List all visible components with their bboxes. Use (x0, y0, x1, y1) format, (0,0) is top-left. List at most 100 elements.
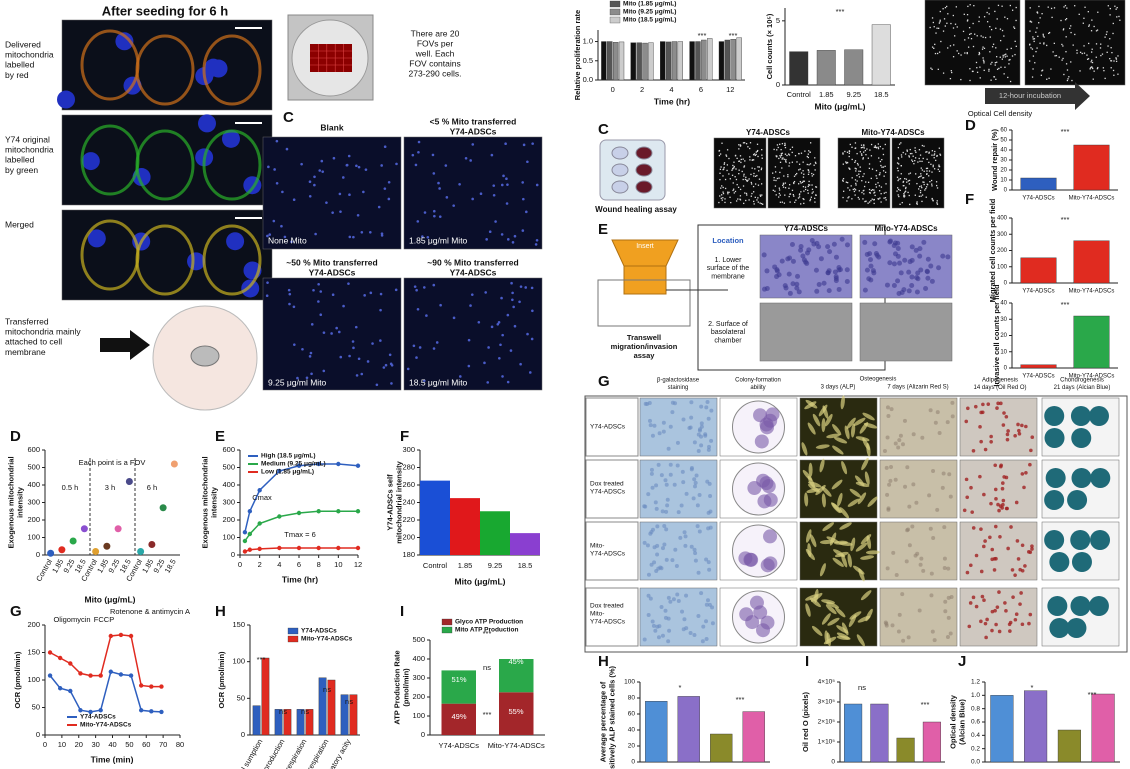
speckle (988, 13, 990, 15)
speckle (807, 185, 809, 188)
speckle (776, 177, 779, 180)
speckle (753, 172, 755, 175)
cell (511, 298, 514, 302)
cell (347, 154, 351, 158)
speckle (813, 164, 815, 166)
speckle (937, 27, 940, 29)
speckle (815, 194, 817, 196)
cell (844, 278, 850, 284)
cell (655, 552, 660, 557)
cell (989, 439, 993, 444)
speckle (718, 201, 720, 204)
cell (666, 639, 671, 644)
speckle (863, 185, 866, 188)
cell (379, 339, 382, 342)
speckle (1002, 56, 1004, 58)
speckle (939, 21, 941, 23)
speckle (989, 25, 991, 28)
cell (893, 441, 898, 446)
x-tick-label: 60 (142, 740, 150, 749)
cell (886, 414, 891, 419)
bar (742, 711, 765, 763)
speckle (921, 200, 923, 203)
speckle (1064, 4, 1067, 7)
speckle (778, 157, 780, 160)
y-axis-title: Invasive cell counts per field (992, 284, 1001, 387)
cell (710, 621, 715, 626)
cell (484, 291, 487, 294)
cell (668, 424, 673, 429)
speckle (862, 146, 864, 149)
cell (864, 471, 870, 486)
cell (645, 543, 650, 548)
cell (422, 379, 426, 382)
speckle (1060, 19, 1062, 22)
speckle (800, 203, 802, 205)
speckle (918, 149, 921, 151)
nucleus (81, 152, 100, 171)
x-axis-title: Time (min) (91, 754, 134, 764)
cell (1013, 433, 1017, 438)
cell (683, 543, 688, 548)
speckle (1070, 25, 1072, 27)
speckle (1074, 33, 1076, 36)
speckle (932, 199, 934, 201)
cell (656, 462, 661, 467)
speckle (860, 144, 863, 146)
cell (1024, 470, 1028, 475)
pellet (1070, 530, 1091, 550)
speckle (815, 186, 817, 188)
label: 18.5 μg/ml Mito (409, 377, 468, 387)
bar (922, 721, 941, 763)
speckle (859, 151, 862, 153)
speckle (991, 61, 993, 64)
speckle (1089, 68, 1091, 70)
colony (760, 615, 775, 630)
cell (646, 593, 651, 598)
speckle (802, 198, 804, 200)
speckle (786, 154, 788, 157)
speckle (780, 148, 782, 151)
cell (519, 362, 522, 366)
speckle (808, 150, 810, 152)
cell (896, 629, 901, 634)
cell (348, 235, 352, 239)
colony (761, 479, 776, 494)
speckle (882, 166, 885, 168)
label: Location (712, 236, 744, 245)
speckle (806, 155, 808, 158)
cell (338, 192, 342, 196)
cell (983, 621, 988, 626)
cell (946, 566, 951, 571)
cell (369, 230, 372, 234)
speckle (792, 193, 794, 196)
speckle (733, 165, 735, 168)
y-tick-label: 200 (402, 532, 415, 541)
speckle (867, 181, 870, 183)
legend-swatch (609, 16, 621, 24)
cell (805, 399, 818, 409)
speckle (799, 180, 801, 183)
speckle (842, 152, 844, 154)
speckle (926, 167, 929, 169)
speckle (749, 142, 752, 144)
speckle (926, 170, 928, 172)
speckle (848, 155, 850, 158)
pellet (1070, 596, 1091, 616)
marker (128, 633, 134, 639)
speckle (743, 142, 746, 144)
speckle (1109, 38, 1111, 40)
label: chamber (714, 338, 742, 345)
cell (325, 201, 328, 204)
label: D (965, 117, 976, 134)
speckle (1112, 69, 1115, 72)
cell (380, 234, 384, 237)
cell (647, 401, 652, 406)
speckle (739, 145, 742, 147)
speckle (746, 180, 748, 182)
speckle (778, 192, 780, 195)
y-axis-title: intensity (209, 486, 218, 518)
speckle (904, 187, 907, 190)
cell (815, 444, 830, 449)
cell (708, 494, 713, 499)
